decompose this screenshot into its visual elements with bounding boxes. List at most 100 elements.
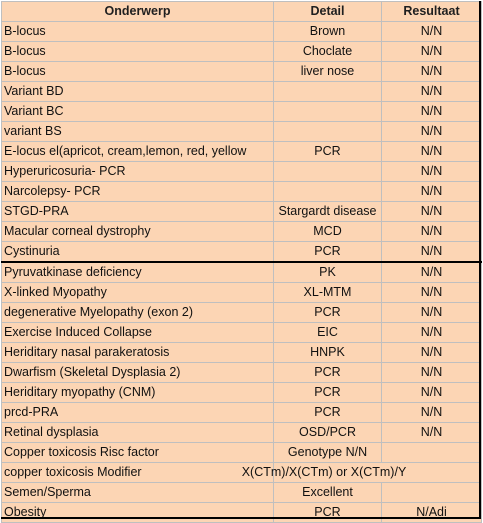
cell-subject[interactable]: variant BS [1,121,274,142]
header-detail[interactable]: Detail [273,1,382,22]
cell-result[interactable]: N/N [381,161,482,182]
table-row: X-linked Myopathy XL-MTM N/N [1,282,482,303]
cell-result[interactable]: N/N [381,181,482,202]
table-row: Copper toxicosis Risc factor Genotype N/N [1,442,482,463]
cell-subject[interactable]: degenerative Myelopathy (exon 2) [1,302,274,323]
cell-result[interactable]: N/N [381,21,482,42]
cell-result[interactable]: N/Adi [381,502,482,523]
cell-subject[interactable]: Retinal dysplasia [1,422,274,443]
table-row: variant BS N/N [1,121,482,142]
table-row: Obesity PCR N/Adi [1,502,482,523]
table-row: Heriditary myopathy (CNM) PCR N/N [1,382,482,403]
cell-result[interactable]: N/N [381,241,482,263]
table-row: Hyperuricosuria- PCR N/N [1,161,482,182]
cell-subject[interactable]: B-locus [1,61,274,82]
cell-subject[interactable]: STGD-PRA [1,201,274,222]
header-row: Onderwerp Detail Resultaat [1,1,482,22]
cell-subject[interactable]: Heriditary nasal parakeratosis [1,342,274,363]
cell-result[interactable]: N/N [381,61,482,82]
cell-detail[interactable]: PCR [273,302,382,323]
cell-result[interactable]: N/N [381,101,482,122]
cell-result[interactable] [381,442,482,463]
cell-detail[interactable]: PCR [273,502,382,523]
table-row: B-locus Choclate N/N [1,41,482,62]
cell-detail[interactable]: MCD [273,221,382,242]
cell-subject[interactable]: Semen/Sperma [1,482,274,503]
cell-result[interactable]: N/N [381,121,482,142]
cell-detail[interactable] [273,181,382,202]
table-row: Semen/Sperma Excellent [1,482,482,503]
header-subject[interactable]: Onderwerp [1,1,274,22]
cell-detail[interactable]: Stargardt disease [273,201,382,222]
cell-subject[interactable]: B-locus [1,41,274,62]
table-row: B-locus liver nose N/N [1,61,482,82]
cell-detail[interactable]: X(CTm)/X(CTm) or X(CTm)/Y [242,462,406,483]
cell-detail[interactable] [273,121,382,142]
cell-detail[interactable]: OSD/PCR [273,422,382,443]
cell-result[interactable]: N/N [381,362,482,383]
cell-subject[interactable]: Dwarfism (Skeletal Dysplasia 2) [1,362,274,383]
table-row: Macular corneal dystrophy MCD N/N [1,221,482,242]
cell-detail[interactable]: liver nose [273,61,382,82]
cell-detail[interactable]: PCR [273,382,382,403]
table-row: degenerative Myelopathy (exon 2) PCR N/N [1,302,482,323]
table-row: B-locus Brown N/N [1,21,482,42]
cell-detail[interactable]: PCR [273,241,382,263]
cell-subject[interactable]: Pyruvatkinase deficiency [1,261,274,283]
cell-result[interactable]: N/N [381,261,482,283]
table-row: prcd-PRA PCR N/N [1,402,482,423]
cell-subject[interactable]: Variant BC [1,101,274,122]
cell-subject[interactable]: X-linked Myopathy [1,282,274,303]
cell-subject[interactable]: Narcolepsy- PCR [1,181,274,202]
cell-result[interactable]: N/N [381,201,482,222]
cell-subject[interactable]: E-locus el(apricot, cream,lemon, red, ye… [1,141,274,162]
table-body: B-locus Brown N/N B-locus Choclate N/N B-locus… [1,21,482,523]
cell-result[interactable]: N/N [381,81,482,102]
cell-result[interactable] [381,482,482,503]
cell-result[interactable]: N/N [381,282,482,303]
cell-detail[interactable] [273,161,382,182]
table-row: Cystinuria PCR N/N [1,241,482,263]
cell-result[interactable]: N/N [381,141,482,162]
cell-detail-text: X(CTm)/X(CTm) or X(CTm)/Y [241,465,407,479]
cell-result[interactable]: N/N [381,41,482,62]
cell-detail[interactable] [273,101,382,122]
cell-subject[interactable]: Macular corneal dystrophy [1,221,274,242]
cell-result[interactable]: N/N [381,382,482,403]
cell-result[interactable]: N/N [381,322,482,343]
cell-subject[interactable]: Variant BD [1,81,274,102]
cell-subject[interactable]: Copper toxicosis Risc factor [1,442,274,463]
cell-detail[interactable]: PK [273,261,382,283]
cell-subject[interactable]: Hyperuricosuria- PCR [1,161,274,182]
cell-detail[interactable]: PCR [273,402,382,423]
cell-subject[interactable]: Obesity [1,502,274,523]
cell-subject[interactable]: B-locus [1,21,274,42]
cell-subject[interactable]: copper toxicosis Modifier [1,462,274,483]
cell-detail[interactable] [273,81,382,102]
cell-detail[interactable]: Excellent [273,482,382,503]
cell-detail[interactable]: HNPK [273,342,382,363]
table-row: Heriditary nasal parakeratosis HNPK N/N [1,342,482,363]
cell-result[interactable]: N/N [381,221,482,242]
cell-subject[interactable]: prcd-PRA [1,402,274,423]
table-row: Pyruvatkinase deficiency PK N/N [1,261,482,283]
cell-detail[interactable]: PCR [273,362,382,383]
cell-result[interactable]: N/N [381,422,482,443]
cell-subject[interactable]: Cystinuria [1,241,274,263]
table-row: Variant BD N/N [1,81,482,102]
table-row: copper toxicosis Modifier X(CTm)/X(CTm) o… [1,462,482,483]
cell-detail[interactable]: Choclate [273,41,382,62]
cell-result[interactable]: N/N [381,342,482,363]
cell-detail[interactable]: EIC [273,322,382,343]
cell-detail[interactable]: Genotype N/N [273,442,382,463]
cell-subject[interactable]: Exercise Induced Collapse [1,322,274,343]
cell-detail[interactable]: XL-MTM [273,282,382,303]
cell-subject[interactable]: Heriditary myopathy (CNM) [1,382,274,403]
cell-detail[interactable]: PCR [273,141,382,162]
header-result[interactable]: Resultaat [381,1,482,22]
cell-detail[interactable]: Brown [273,21,382,42]
cell-result[interactable]: N/N [381,302,482,323]
cell-result[interactable]: N/N [381,402,482,423]
